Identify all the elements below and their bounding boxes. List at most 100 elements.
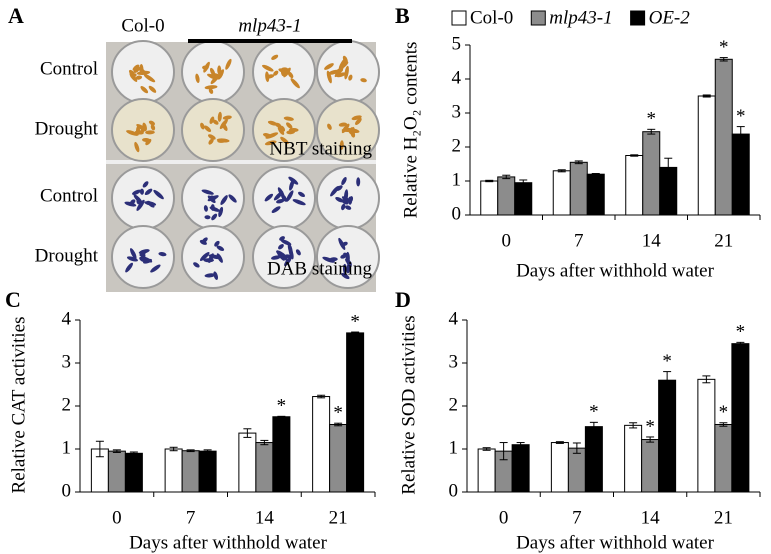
seedling <box>133 67 140 73</box>
x-tick-label: 7 <box>572 507 582 528</box>
bar <box>658 379 677 493</box>
seedling <box>130 248 137 260</box>
bar <box>238 432 257 493</box>
bar <box>480 180 499 216</box>
error-bar <box>555 441 564 444</box>
seedling <box>150 124 156 131</box>
x-tick-label: 14 <box>255 507 275 528</box>
bar <box>272 416 291 493</box>
y-axis-label: Relative CAT activities <box>8 317 29 494</box>
seedling <box>195 73 200 84</box>
seedling <box>264 140 277 146</box>
error-bar <box>736 341 745 346</box>
error-bar <box>317 394 326 399</box>
seedling <box>210 204 215 211</box>
significance-mark: * <box>350 311 360 332</box>
seedling <box>281 194 287 202</box>
seedling <box>288 128 299 133</box>
significance-mark: * <box>333 403 343 424</box>
seedling <box>204 85 218 90</box>
seedling <box>295 249 301 256</box>
significance-mark: * <box>719 37 729 58</box>
bar <box>198 450 217 493</box>
error-bar <box>647 128 656 135</box>
error-bar <box>112 449 121 453</box>
seedling <box>143 73 156 83</box>
significance-mark: * <box>589 402 599 423</box>
seedling <box>145 138 152 146</box>
seedling <box>334 66 344 78</box>
seedling <box>341 272 350 280</box>
error-bar <box>719 57 728 62</box>
bar <box>697 95 716 216</box>
y-tick-label: 3 <box>62 351 72 372</box>
x-tick-label: 0 <box>499 507 509 528</box>
seedling <box>289 179 295 191</box>
seedling <box>356 177 361 187</box>
error-bar <box>663 371 672 390</box>
y-tick-label: 2 <box>452 135 462 156</box>
row-label: Control <box>40 185 98 206</box>
error-bar <box>591 173 600 176</box>
seedling <box>132 64 140 71</box>
error-bar <box>260 439 269 446</box>
seedling <box>144 188 153 196</box>
x-tick-label: 7 <box>574 230 584 251</box>
seedling <box>343 189 349 203</box>
error-bar <box>519 179 528 186</box>
seedling <box>339 140 344 150</box>
stain-label: DAB staining <box>267 258 373 279</box>
error-bar <box>629 422 638 429</box>
bar <box>567 447 586 493</box>
bar <box>511 444 530 493</box>
error-bar <box>719 422 728 427</box>
bar <box>569 161 588 216</box>
seedling <box>298 191 305 198</box>
seedling <box>287 71 294 79</box>
seedling <box>126 256 138 262</box>
x-tick-label: 7 <box>186 507 196 528</box>
y-tick-label: 1 <box>449 437 459 458</box>
column-label: Col-0 <box>121 15 164 36</box>
error-bar <box>485 179 494 183</box>
seedling <box>217 69 224 80</box>
bar <box>641 439 660 493</box>
seedling <box>207 134 216 140</box>
seedling <box>136 70 151 75</box>
seedling <box>284 257 292 267</box>
y-tick-label: 5 <box>452 33 462 54</box>
row-label: Drought <box>35 118 99 139</box>
seedling <box>348 74 353 81</box>
y-axis-label: Relative SOD activities <box>398 315 419 494</box>
legend-label: OE-2 <box>649 7 691 28</box>
seedling <box>341 123 350 134</box>
y-tick-label: 4 <box>449 308 459 329</box>
seedling <box>200 122 205 130</box>
seedling <box>340 254 347 259</box>
seedling <box>279 236 285 241</box>
seedling <box>216 253 223 263</box>
bar <box>255 442 274 493</box>
seedling <box>201 237 208 244</box>
seedling <box>144 201 157 206</box>
seedling <box>139 256 146 262</box>
error-bar <box>736 126 745 143</box>
seedling <box>208 138 214 145</box>
seedling <box>348 196 354 203</box>
significance-mark: * <box>277 396 287 417</box>
y-tick-label: 0 <box>452 203 462 224</box>
seedling <box>351 115 362 121</box>
seedling <box>271 206 281 213</box>
bar <box>329 423 348 493</box>
seedling <box>218 206 224 218</box>
seedling <box>344 65 349 80</box>
well <box>111 166 175 230</box>
seedling <box>286 122 293 129</box>
bar <box>550 442 569 493</box>
significance-mark: * <box>647 109 657 130</box>
seedling <box>228 194 237 203</box>
x-axis-label: Days after withhold water <box>516 532 715 553</box>
seedling <box>204 273 216 278</box>
seedling <box>202 65 209 70</box>
panel-label: C <box>5 287 21 312</box>
